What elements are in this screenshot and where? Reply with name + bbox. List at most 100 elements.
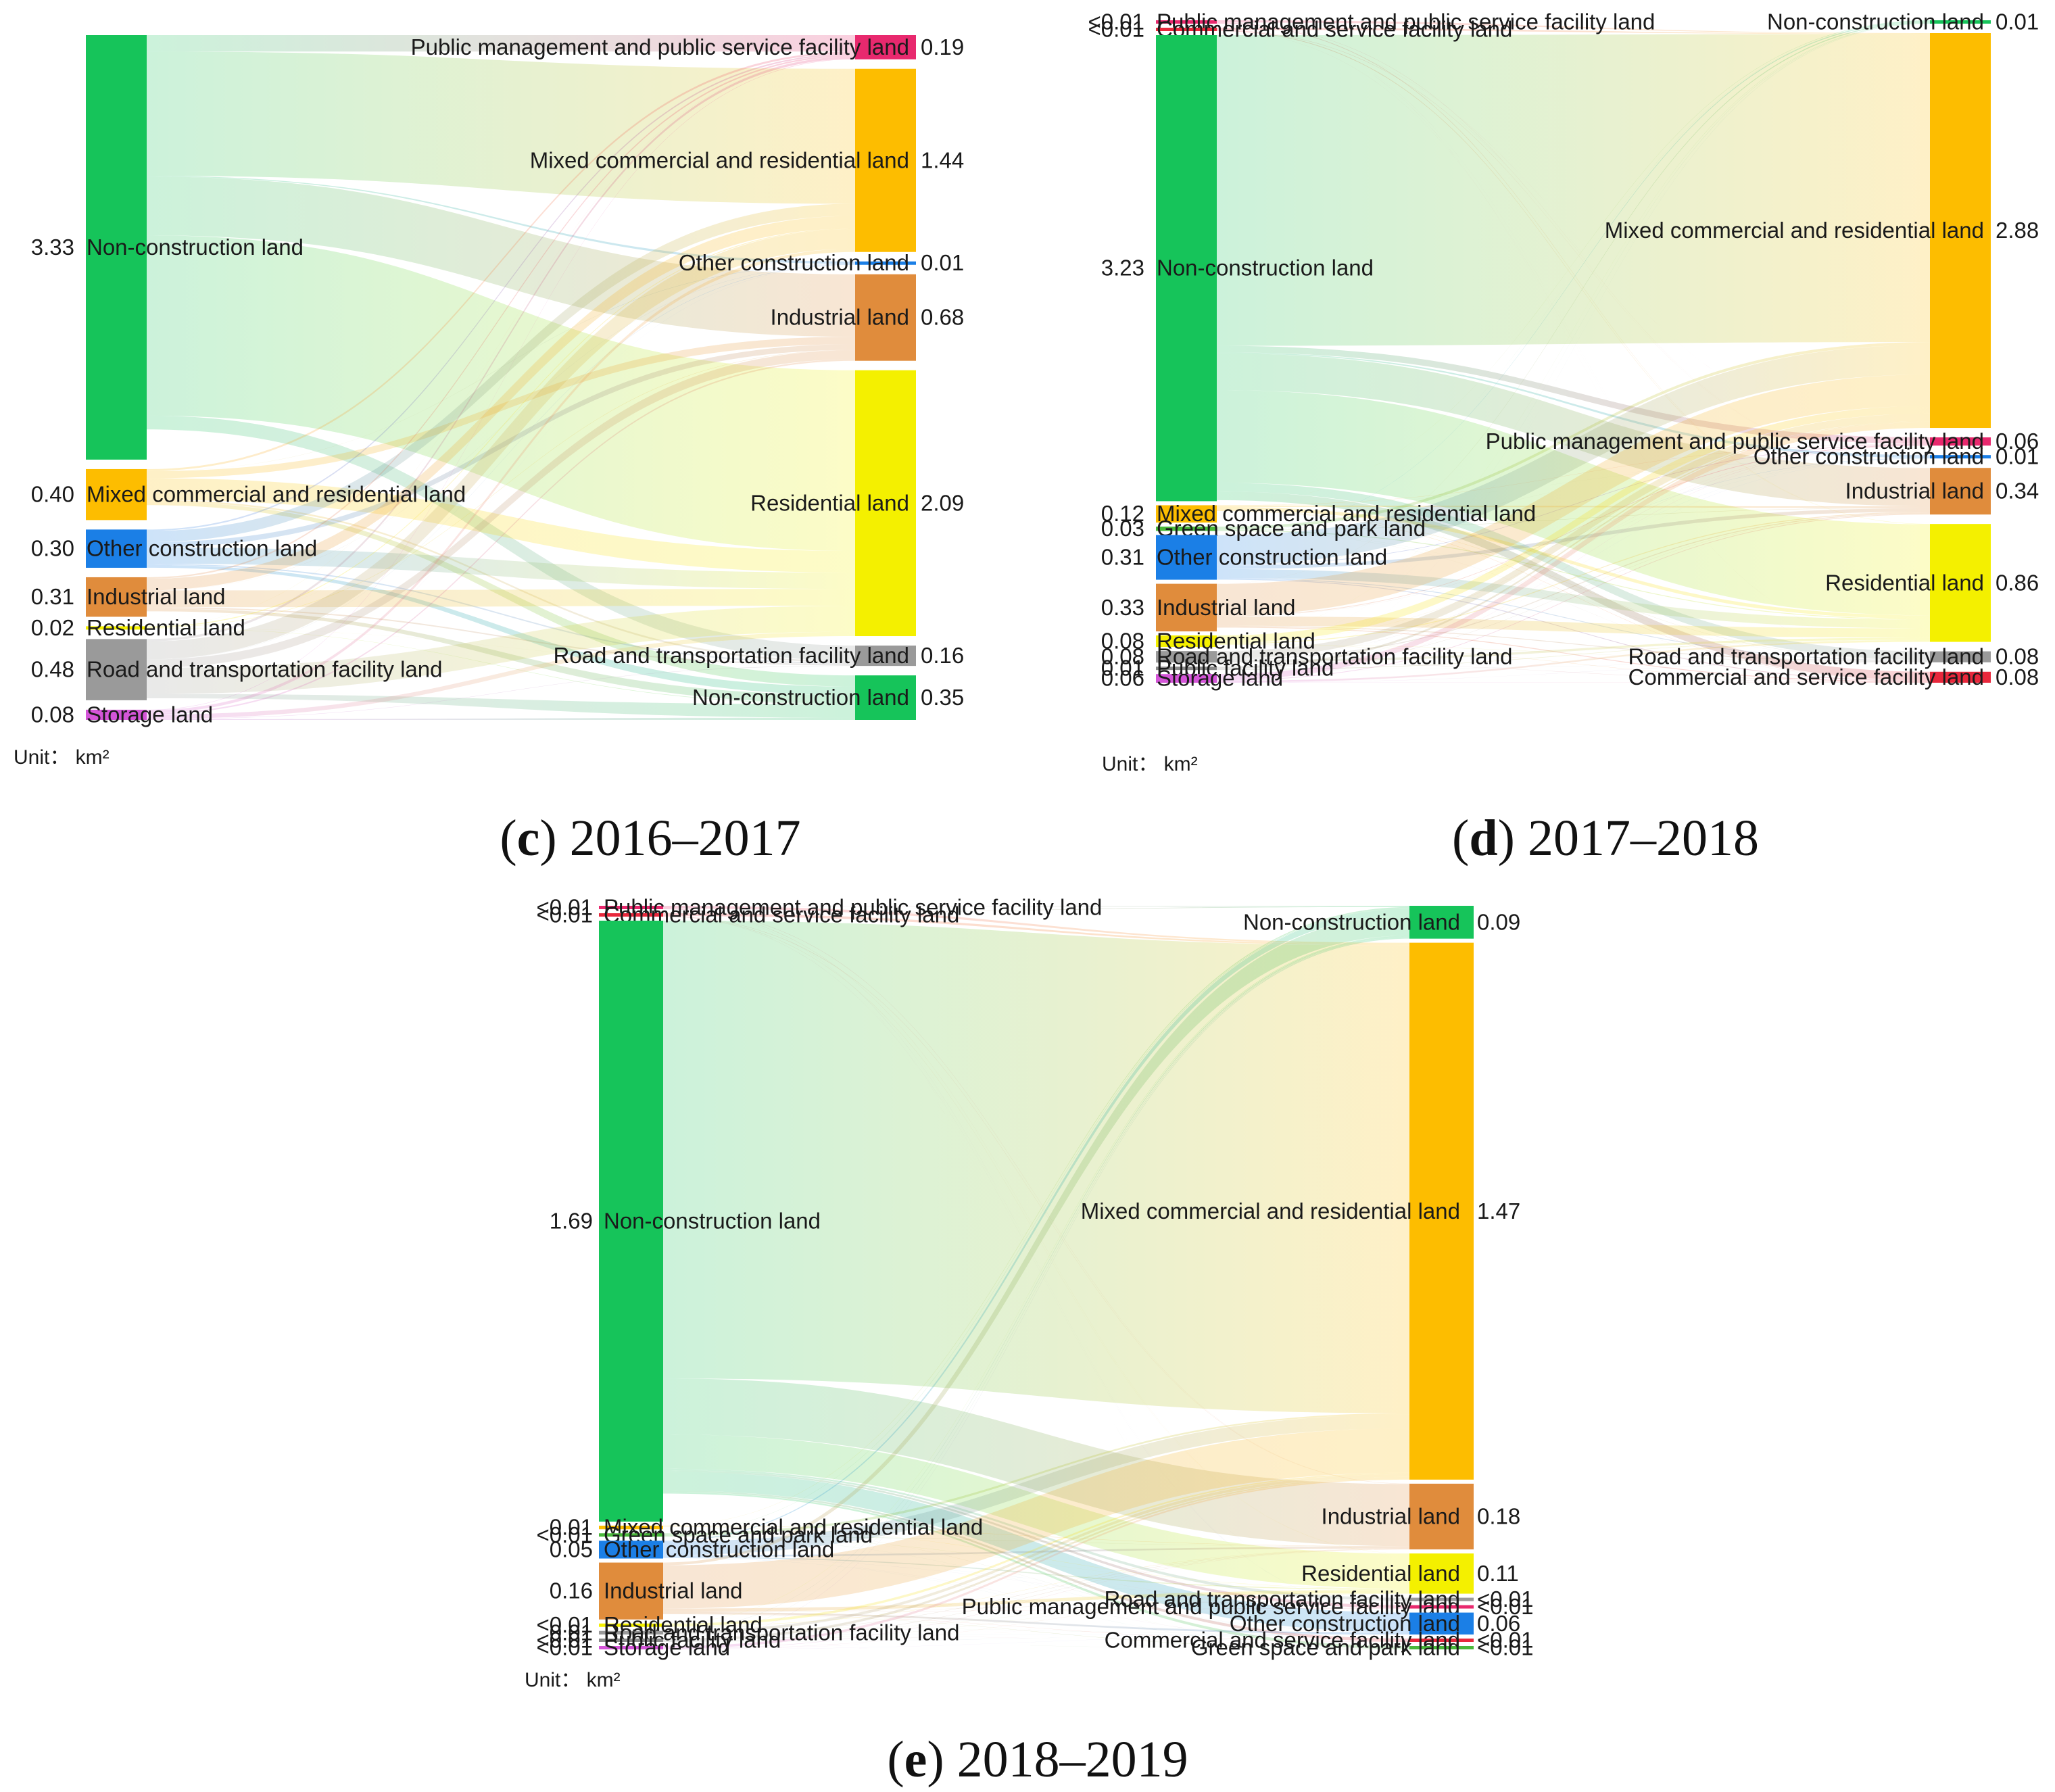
target-value-label: <0.01 bbox=[1477, 1587, 1534, 1612]
target-value-label: 2.88 bbox=[1996, 218, 2039, 243]
target-value-label: 1.47 bbox=[1477, 1198, 1520, 1224]
flow-road-and-transportation-facility-land-to-residential-land bbox=[1217, 637, 1930, 662]
target-node-label: Other construction land bbox=[1230, 1611, 1460, 1636]
target-node-label: Mixed commercial and residential land bbox=[530, 147, 909, 172]
source-node-mixed-commercial-and-residential-land bbox=[1156, 505, 1217, 523]
target-value-label: 0.01 bbox=[1996, 9, 2039, 34]
source-node-other-construction-land bbox=[599, 1541, 663, 1559]
source-node-road-and-transportation-facility-land bbox=[86, 639, 147, 700]
flow-public-facility-land-to-industrial-land bbox=[663, 1549, 1409, 1642]
flow-green-space-and-park-land-to-commercial-and-service-facility-land bbox=[663, 1536, 1409, 1642]
source-value-label: 0.02 bbox=[31, 615, 74, 640]
flow-residential-land-to-mixed-commercial-and-residential-land bbox=[147, 228, 855, 628]
source-node-label: Residential land bbox=[87, 615, 245, 640]
flow-non-construction-land-to-road-and-transportation-facility-land bbox=[147, 415, 855, 661]
flow-other-construction-land-to-green-space-and-park-land bbox=[663, 1557, 1409, 1649]
source-node-label: Residential land bbox=[1157, 629, 1315, 654]
source-value-label: <0.01 bbox=[537, 1612, 594, 1637]
flow-industrial-land-to-residential-land bbox=[663, 1590, 1409, 1612]
target-node-industrial-land bbox=[1409, 1483, 1474, 1550]
source-value-label: 0.30 bbox=[31, 536, 74, 561]
flow-other-construction-land-to-mixed-commercial-and-residential-land bbox=[663, 1414, 1409, 1555]
unit-label: Unit： km² bbox=[14, 746, 110, 769]
flow-industrial-land-to-non-construction-land bbox=[1217, 22, 1930, 584]
target-value-label: 0.06 bbox=[1477, 1611, 1520, 1636]
target-value-label: 0.09 bbox=[1477, 909, 1520, 934]
source-node-mixed-commercial-and-residential-land bbox=[599, 1526, 663, 1530]
flow-mixed-commercial-and-residential-land-to-road-and-transportation-facility-land bbox=[147, 500, 855, 663]
source-node-label: Other construction land bbox=[87, 536, 317, 561]
flow-non-construction-land-to-other-construction-land bbox=[1217, 352, 1930, 458]
target-value-label: 0.86 bbox=[1996, 570, 2039, 595]
flow-non-construction-land-to-mixed-commercial-and-residential-land bbox=[663, 921, 1409, 1413]
flow-storage-land-to-mixed-commercial-and-residential-land bbox=[1217, 422, 1930, 680]
source-node-industrial-land bbox=[1156, 583, 1217, 632]
target-value-label: 0.01 bbox=[921, 250, 964, 275]
source-node-commercial-and-service-facility-land bbox=[1156, 28, 1217, 31]
flow-industrial-land-to-road-and-transportation-facility-land bbox=[663, 1601, 1409, 1612]
panel-caption: (e) 2018–2019 bbox=[887, 1731, 1188, 1788]
flow-industrial-land-to-commercial-and-service-facility-land bbox=[1217, 627, 1930, 683]
target-node-other-construction-land bbox=[1930, 455, 1991, 459]
flow-public-facility-land-to-non-construction-land bbox=[663, 937, 1409, 1639]
source-value-label: <0.01 bbox=[537, 1522, 594, 1547]
target-node-label: Industrial land bbox=[1322, 1504, 1460, 1529]
unit-label: Unit： km² bbox=[1102, 753, 1198, 775]
flow-storage-land-to-road-and-transportation-facility-land bbox=[147, 665, 855, 719]
source-node-label: Non-construction land bbox=[1157, 256, 1374, 281]
source-value-label: 0.05 bbox=[550, 1536, 593, 1561]
flow-mixed-commercial-and-residential-land-to-road-and-transportation-facility-land bbox=[1217, 510, 1930, 660]
flow-road-and-transportation-facility-land-to-mixed-commercial-and-residential-land bbox=[147, 229, 855, 660]
source-value-label: 0.01 bbox=[550, 1620, 593, 1645]
source-value-label: 0.08 bbox=[31, 702, 74, 727]
flow-storage-land-to-other-construction-land bbox=[1217, 458, 1930, 680]
flow-green-space-and-park-land-to-other-construction-land bbox=[663, 1536, 1409, 1632]
source-node-storage-land bbox=[1156, 674, 1217, 683]
flow-storage-land-to-non-construction-land bbox=[147, 717, 855, 720]
flow-road-and-transportation-facility-land-to-non-construction-land bbox=[1217, 23, 1930, 652]
source-node-label: Non-construction land bbox=[87, 235, 304, 260]
target-node-label: Commercial and service facility land bbox=[1105, 1628, 1460, 1653]
flow-residential-land-to-commercial-and-service-facility-land bbox=[1217, 644, 1930, 683]
source-node-public-facility-land bbox=[599, 1639, 663, 1642]
flow-non-construction-land-to-green-space-and-park-land bbox=[663, 1492, 1409, 1649]
target-value-label: 0.68 bbox=[921, 305, 964, 330]
source-node-non-construction-land bbox=[599, 921, 663, 1522]
target-node-label: Public management and public service fac… bbox=[1486, 429, 1984, 454]
flow-residential-land-to-industrial-land bbox=[1217, 512, 1930, 645]
flow-industrial-land-to-public-management-and-public-service-facility-land bbox=[147, 55, 855, 579]
flow-storage-land-to-road-and-transportation-facility-land bbox=[663, 1601, 1409, 1649]
source-node-label: Industrial land bbox=[604, 1578, 742, 1603]
flow-non-construction-land-to-mixed-commercial-and-residential-land bbox=[1217, 34, 1930, 346]
target-node-label: Industrial land bbox=[1845, 479, 1984, 504]
flow-storage-land-to-residential-land bbox=[1217, 640, 1930, 683]
source-node-label: Storage land bbox=[87, 702, 213, 727]
flow-residential-land-to-industrial-land bbox=[147, 349, 855, 628]
source-value-label: <0.01 bbox=[537, 902, 594, 927]
flow-road-and-transportation-facility-land-to-residential-land bbox=[147, 606, 855, 694]
sankey-panel-e: <0.01 Public management and public servic… bbox=[525, 895, 1534, 1789]
source-node-public-management-and-public-service-facility-land bbox=[1156, 20, 1217, 24]
flow-public-facility-land-to-industrial-land bbox=[1217, 513, 1930, 670]
flow-road-and-transportation-facility-land-to-other-construction-land bbox=[147, 264, 855, 660]
flow-public-facility-land-to-residential-land bbox=[1217, 639, 1930, 671]
flow-other-construction-land-to-mixed-commercial-and-residential-land bbox=[1217, 345, 1930, 565]
flow-public-facility-land-to-mixed-commercial-and-residential-land bbox=[1217, 421, 1930, 669]
flow-commercial-and-service-facility-land-to-non-construction-land bbox=[663, 906, 1409, 914]
flow-industrial-land-to-public-management-and-public-service-facility-land bbox=[663, 1608, 1409, 1612]
flow-residential-land-to-road-and-transportation-facility-land bbox=[1217, 644, 1930, 662]
target-value-label: 0.16 bbox=[921, 643, 964, 668]
flow-road-and-transportation-facility-land-to-other-construction-land bbox=[1217, 458, 1930, 659]
flow-public-facility-land-to-residential-land bbox=[663, 1593, 1409, 1642]
flow-mixed-commercial-and-residential-land-to-public-management-and-public-service-facility-land bbox=[663, 1526, 1409, 1608]
sankey-panel-c: 3.33 Non-construction land 0.40 Mixed comme… bbox=[14, 34, 964, 867]
source-node-storage-land bbox=[86, 709, 147, 720]
flow-mixed-commercial-and-residential-land-to-other-construction-land bbox=[663, 1526, 1409, 1632]
flow-non-construction-land-to-other-construction-land bbox=[147, 176, 855, 264]
flow-residential-land-to-non-construction-land bbox=[663, 935, 1409, 1624]
flow-road-and-transportation-facility-land-to-mixed-commercial-and-residential-land bbox=[663, 1474, 1409, 1634]
flow-public-management-and-public-service-facility-land-to-commercial-and-service-facility-land bbox=[1217, 23, 1930, 672]
flow-road-and-transportation-facility-land-to-industrial-land bbox=[1217, 512, 1930, 660]
target-node-label: Road and transportation facility land bbox=[1628, 644, 1985, 669]
target-value-label: <0.01 bbox=[1477, 1635, 1534, 1660]
